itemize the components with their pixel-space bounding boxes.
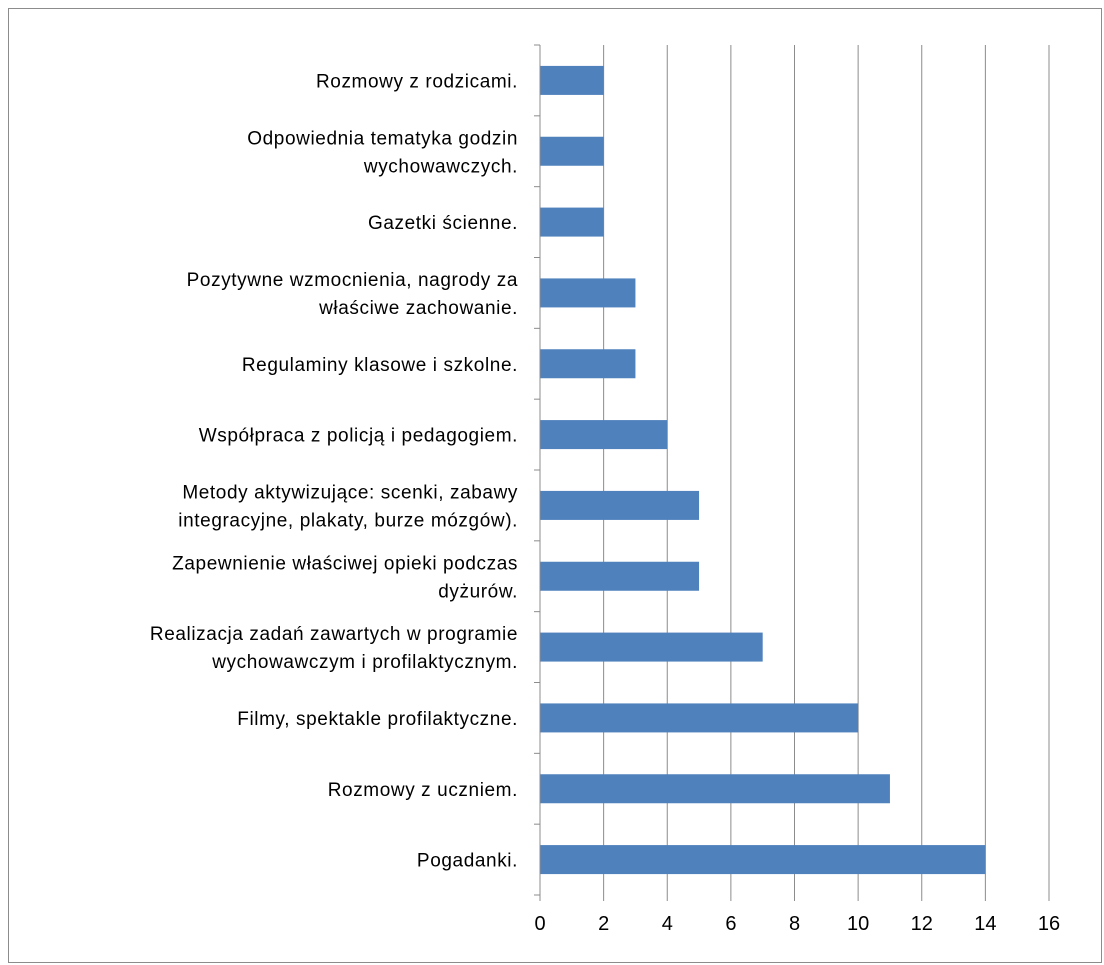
category-label-line: Odpowiednia tematyka godzin <box>247 128 518 149</box>
category-label-line: dyżurów. <box>438 581 518 602</box>
category-label: Filmy, spektakle profilaktyczne. <box>237 709 518 730</box>
x-tick-label: 10 <box>847 913 869 935</box>
category-label: Rozmowy z rodzicami. <box>316 71 518 92</box>
category-label: Realizacja zadań zawartych w programie wy… <box>150 624 518 673</box>
bar <box>540 207 604 237</box>
category-label-line: Realizacja zadań zawartych w programie <box>150 624 518 645</box>
x-tick-label: 2 <box>598 913 609 935</box>
bar <box>540 703 859 733</box>
category-label-line: Filmy, spektakle profilaktyczne. <box>237 709 518 730</box>
category-label-line: Regulaminy klasowe i szkolne. <box>242 355 518 376</box>
category-label: Pogadanki. <box>417 851 518 872</box>
category-label-line: Rozmowy z uczniem. <box>328 780 518 801</box>
category-label-line: Gazetki ścienne. <box>368 213 518 234</box>
bars <box>540 65 986 875</box>
category-label-line: wychowawczych. <box>363 156 518 177</box>
category-label: Pozytywne wzmocnienia, nagrody za właściw… <box>187 270 518 319</box>
gridlines <box>603 45 1050 895</box>
category-label-line: Zapewnienie właściwej opieki podczas <box>172 553 518 574</box>
category-label-line: Pozytywne wzmocnienia, nagrody za <box>187 270 518 291</box>
category-label-line: wychowawczym i profilaktycznym. <box>211 652 518 673</box>
category-label: Rozmowy z uczniem. <box>328 780 518 801</box>
bar <box>540 845 986 875</box>
bar <box>540 349 636 379</box>
category-label: Odpowiednia tematyka godzin wychowawczych… <box>247 128 518 177</box>
x-tick-label: 12 <box>911 913 933 935</box>
x-tick-label: 16 <box>1038 913 1060 935</box>
category-label-line: Pogadanki. <box>417 851 518 872</box>
category-label-line: integracyjne, plakaty, burze mózgów). <box>178 510 518 531</box>
bar <box>540 632 763 662</box>
bar <box>540 774 890 804</box>
category-labels: Pogadanki. Rozmowy z uczniem. Filmy, spekt… <box>150 71 518 871</box>
x-tick-label: 8 <box>789 913 800 935</box>
bar <box>540 65 604 95</box>
x-tick-label: 4 <box>662 913 673 935</box>
chart-frame <box>8 8 1102 963</box>
category-label: Współpraca z policją i pedagogiem. <box>199 426 518 447</box>
category-label: Zapewnienie właściwej opieki podczas dyżu… <box>172 553 518 602</box>
x-tick-label: 14 <box>974 913 996 935</box>
x-tick-labels: 0 2 4 6 8 10 12 14 16 <box>534 913 1060 935</box>
bar <box>540 561 700 591</box>
category-label-line: Współpraca z policją i pedagogiem. <box>199 426 518 447</box>
category-label-line: Metody aktywizujące: scenki, zabawy <box>182 482 518 503</box>
axes <box>534 44 1050 901</box>
x-tick-label: 0 <box>534 913 545 935</box>
category-label: Gazetki ścienne. <box>368 213 518 234</box>
category-label-line: Rozmowy z rodzicami. <box>316 71 518 92</box>
bar <box>540 420 668 450</box>
category-label-line: właściwe zachowanie. <box>318 298 518 319</box>
bar <box>540 278 636 308</box>
category-label: Regulaminy klasowe i szkolne. <box>242 355 518 376</box>
x-tick-label: 6 <box>725 913 736 935</box>
bar <box>540 136 604 166</box>
category-label: Metody aktywizujące: scenki, zabawy integ… <box>178 482 518 531</box>
bar <box>540 490 700 520</box>
